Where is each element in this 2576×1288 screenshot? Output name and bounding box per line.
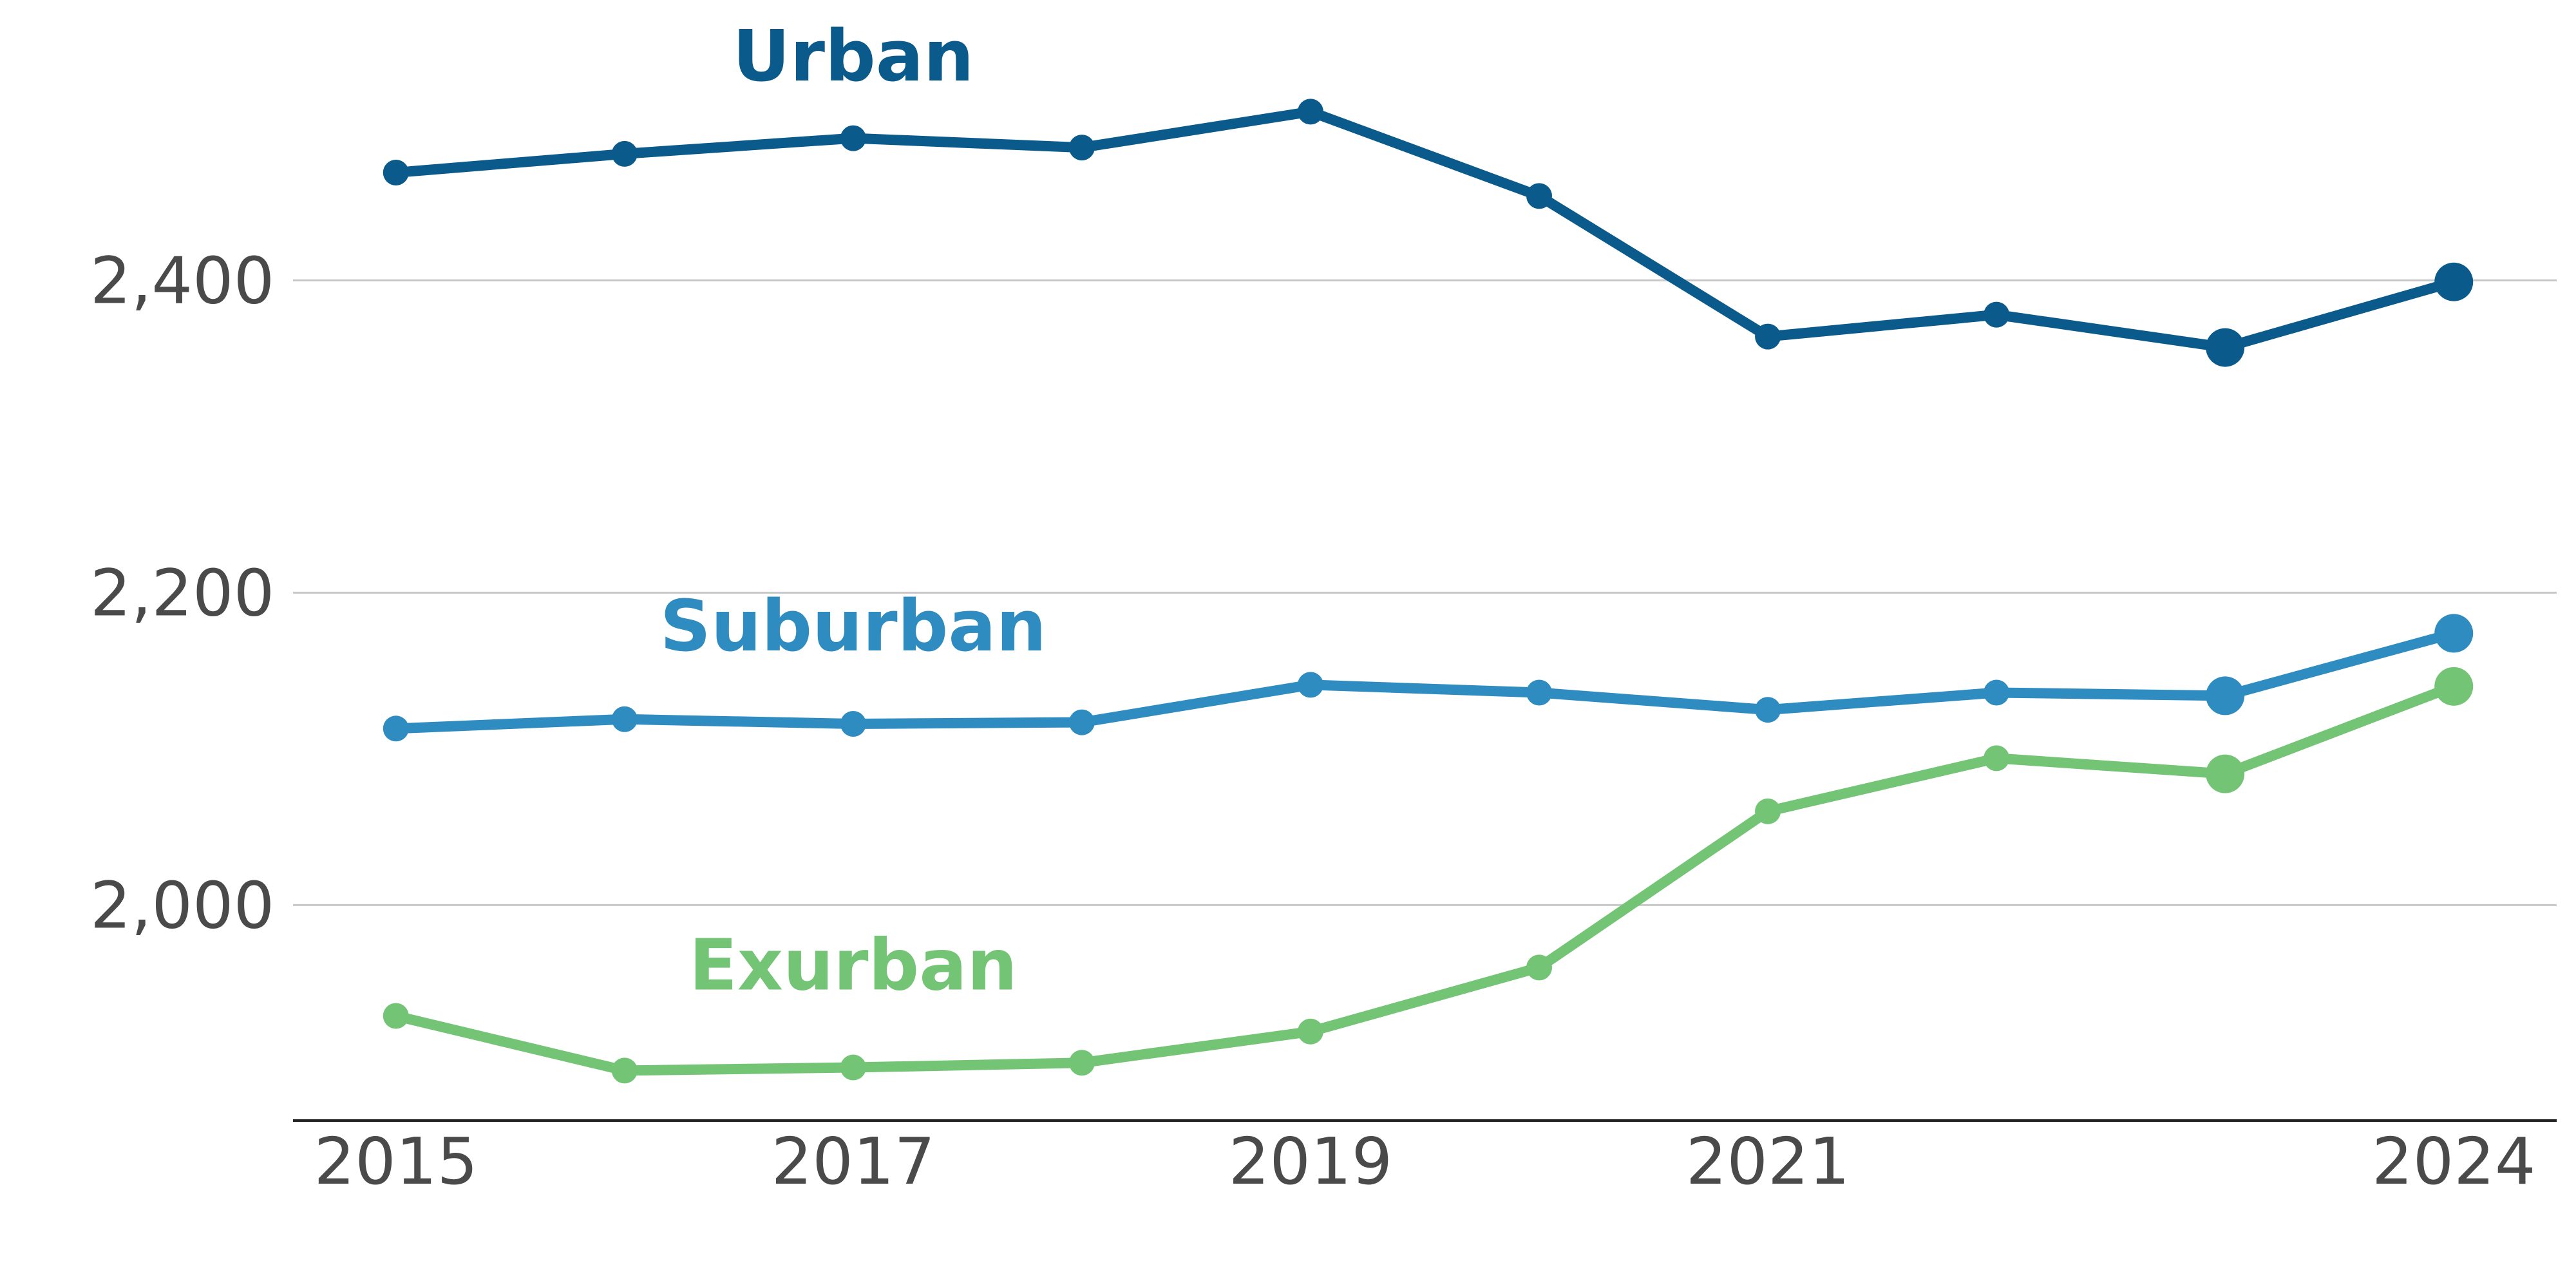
data-point-exurban-2023 xyxy=(2206,754,2245,793)
data-point-urban-2018 xyxy=(1068,135,1095,161)
data-point-exurban-2021 xyxy=(1755,798,1781,824)
y-tick-label: 2,200 xyxy=(90,555,274,630)
data-point-urban-2023 xyxy=(2206,328,2245,367)
series-line-highlight-exurban xyxy=(2220,681,2459,779)
x-tick-label: 2019 xyxy=(1229,1124,1393,1199)
data-point-suburban-2015 xyxy=(383,715,409,742)
data-point-urban-2019 xyxy=(1297,99,1323,125)
x-tick-label: 2021 xyxy=(1686,1124,1850,1199)
axes: 2,000 2,200 2,400 2015 2017 2019 2021 2024 xyxy=(90,243,2557,1199)
x-tick-label: 2024 xyxy=(2372,1124,2536,1199)
data-point-suburban-2019 xyxy=(1297,672,1323,698)
data-point-suburban-2021 xyxy=(1755,697,1781,723)
data-point-suburban-2016 xyxy=(611,706,638,732)
data-point-urban-2024 xyxy=(2434,262,2474,301)
data-point-exurban-2019 xyxy=(1297,1018,1323,1045)
data-point-exurban-2018 xyxy=(1068,1050,1095,1076)
series-line-urban xyxy=(390,106,2231,353)
data-point-suburban-2024 xyxy=(2434,614,2474,653)
data-point-exurban-2020 xyxy=(1526,954,1553,981)
data-point-exurban-2017 xyxy=(840,1054,866,1081)
data-point-exurban-2016 xyxy=(611,1057,638,1084)
data-point-urban-2017 xyxy=(840,125,866,151)
data-point-suburban-2023 xyxy=(2206,676,2245,715)
gridlines xyxy=(293,279,2557,906)
data-point-suburban-2022 xyxy=(1984,679,2010,706)
data-point-urban-2021 xyxy=(1755,323,1781,350)
data-point-exurban-2024 xyxy=(2434,667,2474,706)
series-label-exurban: Exurban xyxy=(689,923,1018,1006)
data-point-exurban-2015 xyxy=(383,1003,409,1029)
y-tick-label: 2,400 xyxy=(90,243,274,318)
series-line-highlight-urban xyxy=(2220,276,2459,353)
y-tick-label: 2,000 xyxy=(90,867,274,943)
data-point-suburban-2017 xyxy=(840,711,866,737)
x-tick-label: 2017 xyxy=(772,1124,936,1199)
labels: Urban Suburban Exurban xyxy=(660,15,1046,1006)
series-label-suburban: Suburban xyxy=(660,585,1046,667)
series-line-highlight-suburban xyxy=(2220,628,2459,701)
series-label-urban: Urban xyxy=(732,15,974,97)
data-point-exurban-2022 xyxy=(1984,745,2010,772)
data-point-urban-2015 xyxy=(383,159,409,185)
series xyxy=(383,99,2474,1084)
data-point-urban-2016 xyxy=(611,140,638,167)
data-point-suburban-2020 xyxy=(1526,679,1553,706)
data-point-urban-2022 xyxy=(1984,301,2010,328)
x-tick-label: 2015 xyxy=(314,1124,478,1199)
data-point-urban-2020 xyxy=(1526,183,1553,209)
data-point-suburban-2018 xyxy=(1068,709,1095,735)
